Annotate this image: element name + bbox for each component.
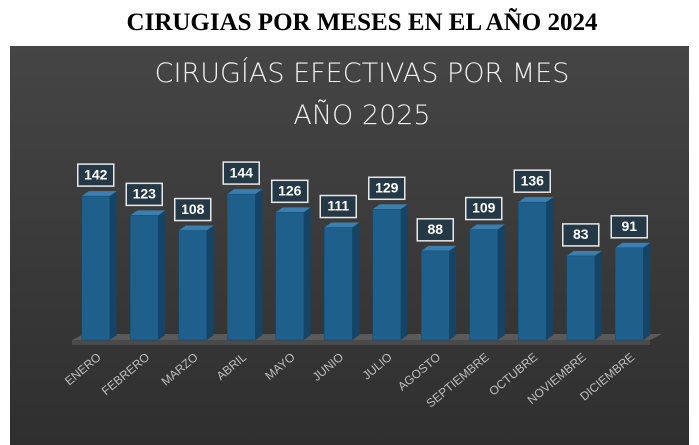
floor-top <box>72 334 662 340</box>
value-label: 108 <box>181 201 205 217</box>
value-label-box <box>319 194 357 219</box>
bar-side <box>255 189 263 340</box>
bar-side <box>400 204 408 340</box>
bar <box>178 230 207 341</box>
bar <box>81 195 110 341</box>
bar-side <box>594 250 602 340</box>
value-label: 109 <box>472 200 496 216</box>
value-label-box <box>513 169 551 193</box>
value-label: 126 <box>278 183 302 199</box>
bar-top <box>469 224 505 230</box>
bar-top <box>178 225 214 231</box>
bar-side <box>546 197 554 340</box>
bar-side <box>352 222 360 340</box>
bar-top <box>615 242 651 248</box>
bar-side <box>158 210 166 340</box>
page-heading: CIRUGIAS POR MESES EN EL AÑO 2024 <box>127 8 598 36</box>
value-label-box <box>465 196 503 221</box>
value-label-box <box>125 182 163 207</box>
bar <box>469 229 498 341</box>
chart-title: CIRUGÍAS EFECTIVAS POR MES <box>155 57 570 89</box>
value-label-box <box>174 197 212 222</box>
value-label-box <box>416 218 454 242</box>
chart-subtitle: AÑO 2025 <box>293 99 430 131</box>
bar <box>518 201 547 341</box>
bar-top <box>324 222 360 228</box>
value-label-box <box>222 161 260 185</box>
bar-top <box>81 191 117 197</box>
value-label-box <box>368 176 406 201</box>
bar <box>566 255 595 341</box>
bar <box>130 215 159 341</box>
bar-top <box>566 250 602 256</box>
bar <box>275 212 304 341</box>
value-label-box <box>77 163 115 187</box>
bar-top <box>130 210 166 216</box>
bar-side <box>449 245 457 340</box>
bar-side <box>643 242 651 340</box>
value-label: 83 <box>573 226 589 242</box>
value-label: 136 <box>521 172 545 188</box>
bar <box>324 227 353 341</box>
bar <box>227 193 256 341</box>
bar-side <box>303 207 311 340</box>
value-label: 123 <box>133 186 157 202</box>
bar-side <box>497 224 505 340</box>
value-label: 91 <box>621 218 637 234</box>
bar-top <box>421 245 457 251</box>
bar <box>615 247 644 341</box>
value-label: 144 <box>230 164 254 180</box>
bar <box>421 250 450 341</box>
floor-front <box>72 340 650 345</box>
bar-top <box>518 197 554 203</box>
value-label: 129 <box>375 179 399 195</box>
value-label-box <box>271 179 309 204</box>
bar-top <box>227 189 263 195</box>
bar-side <box>109 191 117 340</box>
value-label: 142 <box>84 166 108 182</box>
bar <box>372 209 401 341</box>
value-label-box <box>610 215 648 239</box>
bar-top <box>372 204 408 210</box>
bar-top <box>275 207 311 213</box>
bar-side <box>206 225 214 340</box>
value-label: 111 <box>327 198 349 214</box>
value-label: 88 <box>427 221 443 237</box>
value-label-box <box>562 223 600 247</box>
